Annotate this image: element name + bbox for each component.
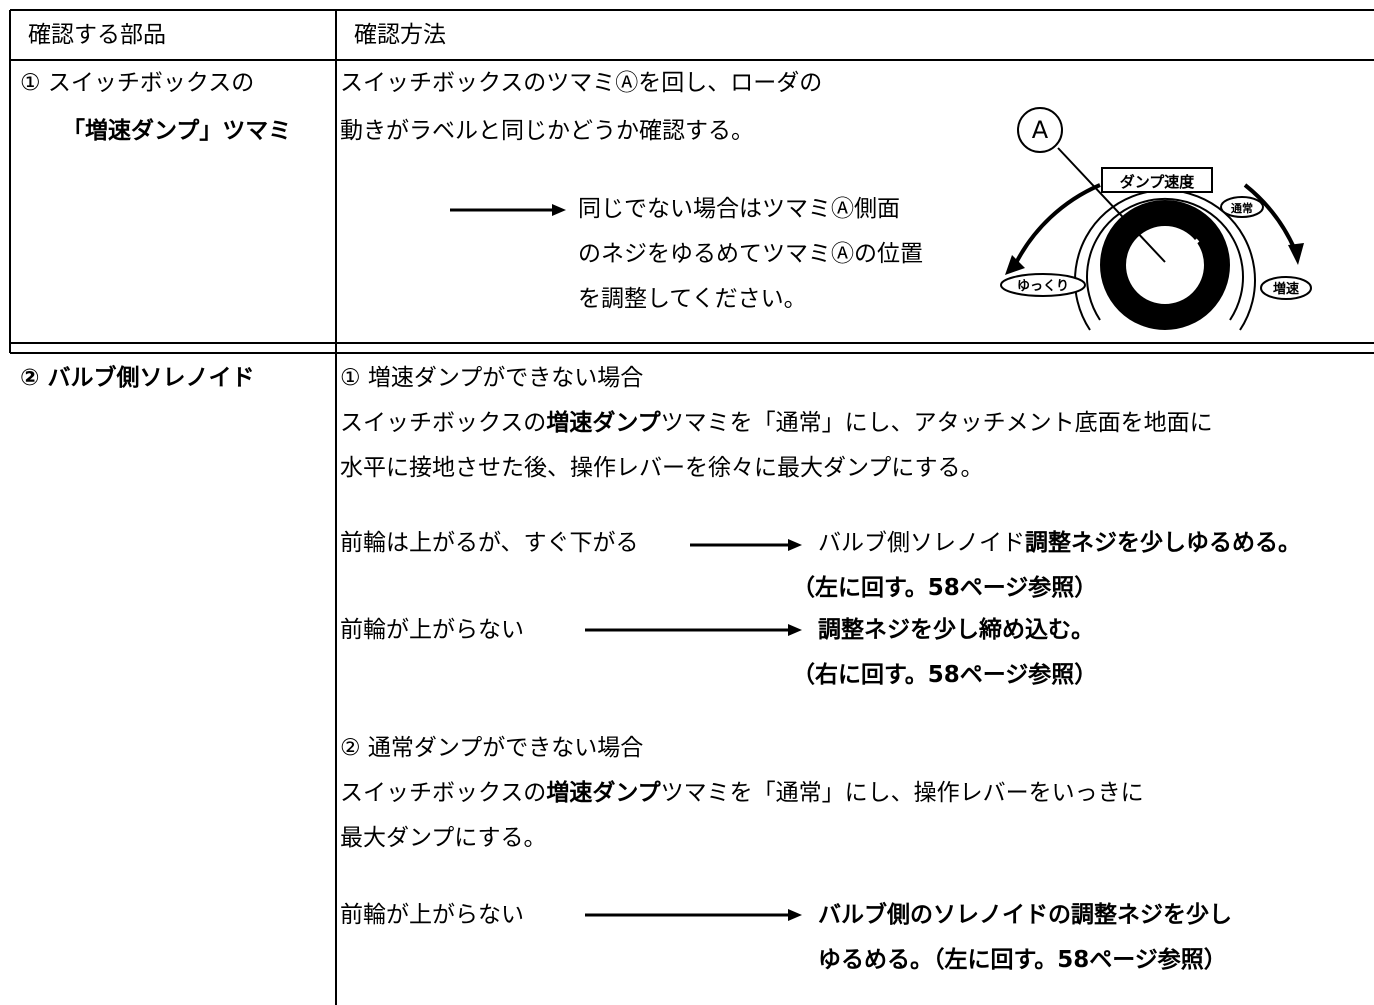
action: 調整ネジを少し締め込む。 <box>818 617 1094 643</box>
dial-normal: 通常 <box>1231 201 1253 215</box>
part-text: 「増速ダンプ」ツマミ <box>62 118 292 144</box>
symptom: 前輪が上がらない <box>340 902 524 928</box>
dial-fast: 増速 <box>1273 281 1299 297</box>
symptom: 前輪が上がらない <box>340 617 524 643</box>
note: （左に回す。58ページ参照） <box>792 575 1098 601</box>
part-text: ① スイッチボックスの <box>20 70 255 96</box>
dial-title: ダンプ速度 <box>1120 173 1195 191</box>
part-text: ② バルブ側ソレノイド <box>20 365 255 391</box>
header-cell: 確認方法 <box>354 22 446 48</box>
result-text: のネジをゆるめてツマミⒶの位置 <box>578 241 923 267</box>
header-cell: 確認する部品 <box>28 22 166 48</box>
action: バルブ側ソレノイド調整ネジを少しゆるめる。 <box>818 528 1301 558</box>
text: バルブ側ソレノイド <box>818 530 1025 556</box>
method-text: 動きがラベルと同じかどうか確認する。 <box>340 118 754 144</box>
method-text: スイッチボックスのツマミⒶを回し、ローダの <box>340 70 823 96</box>
text: 増速ダンプ <box>546 410 661 436</box>
action: バルブ側のソレノイドの調整ネジを少し <box>818 902 1232 928</box>
text: ツマミを「通常」にし、アタッチメント底面を地面に <box>660 410 1213 436</box>
text: スイッチボックスの <box>340 780 547 806</box>
case-heading: ① 増速ダンプができない場合 <box>340 365 644 391</box>
knob-label: A <box>1032 116 1049 144</box>
text: 増速ダンプ <box>546 780 661 806</box>
text: ツマミを「通常」にし、操作レバーをいっきに <box>660 780 1144 806</box>
arrows <box>450 204 802 921</box>
action: ゆるめる。（左に回す。58ページ参照） <box>818 947 1227 973</box>
result-text: を調整してください。 <box>578 286 807 312</box>
method-text: 水平に接地させた後、操作レバーを徐々に最大ダンプにする。 <box>340 455 984 481</box>
knob-diagram: A ダンプ速度 通常 ゆっくり 増速 <box>1000 107 1312 331</box>
text: 調整ネジを少しゆるめる。 <box>1025 530 1301 556</box>
method-text: 最大ダンプにする。 <box>340 825 547 851</box>
text: スイッチボックスの <box>340 410 547 436</box>
case-heading: ② 通常ダンプができない場合 <box>340 735 644 761</box>
symptom: 前輪は上がるが、すぐ下がる <box>340 530 639 556</box>
result-text: 同じでない場合はツマミⒶ側面 <box>578 196 900 222</box>
method-text: スイッチボックスの増速ダンプツマミを「通常」にし、アタッチメント底面を地面に <box>340 408 1213 438</box>
note: （右に回す。58ページ参照） <box>792 662 1098 688</box>
dial-slow: ゆっくり <box>1017 279 1069 294</box>
method-text: スイッチボックスの増速ダンプツマミを「通常」にし、操作レバーをいっきに <box>340 778 1144 808</box>
